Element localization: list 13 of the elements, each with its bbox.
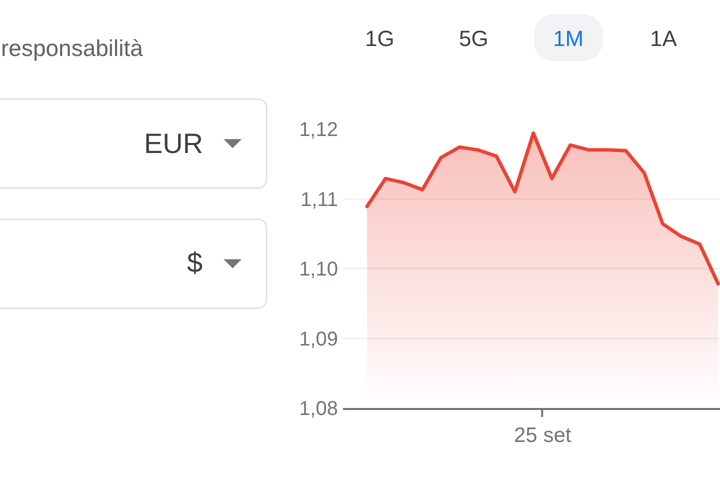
text: EUR (144, 128, 204, 159)
text: 1A (650, 26, 678, 51)
y-tick-label: 1,10 (299, 258, 338, 280)
text: 1M (553, 26, 584, 51)
text: 1G (365, 26, 394, 51)
y-tick-label: 1,09 (299, 328, 338, 350)
text: $ (187, 247, 203, 278)
text: 5G (459, 26, 488, 51)
y-tick-label: 1,08 (299, 398, 338, 420)
y-tick-label: 1,12 (299, 119, 338, 141)
text: responsabilità (1, 35, 144, 61)
text: 25 set (514, 424, 572, 447)
y-tick-label: 1,11 (300, 188, 338, 211)
